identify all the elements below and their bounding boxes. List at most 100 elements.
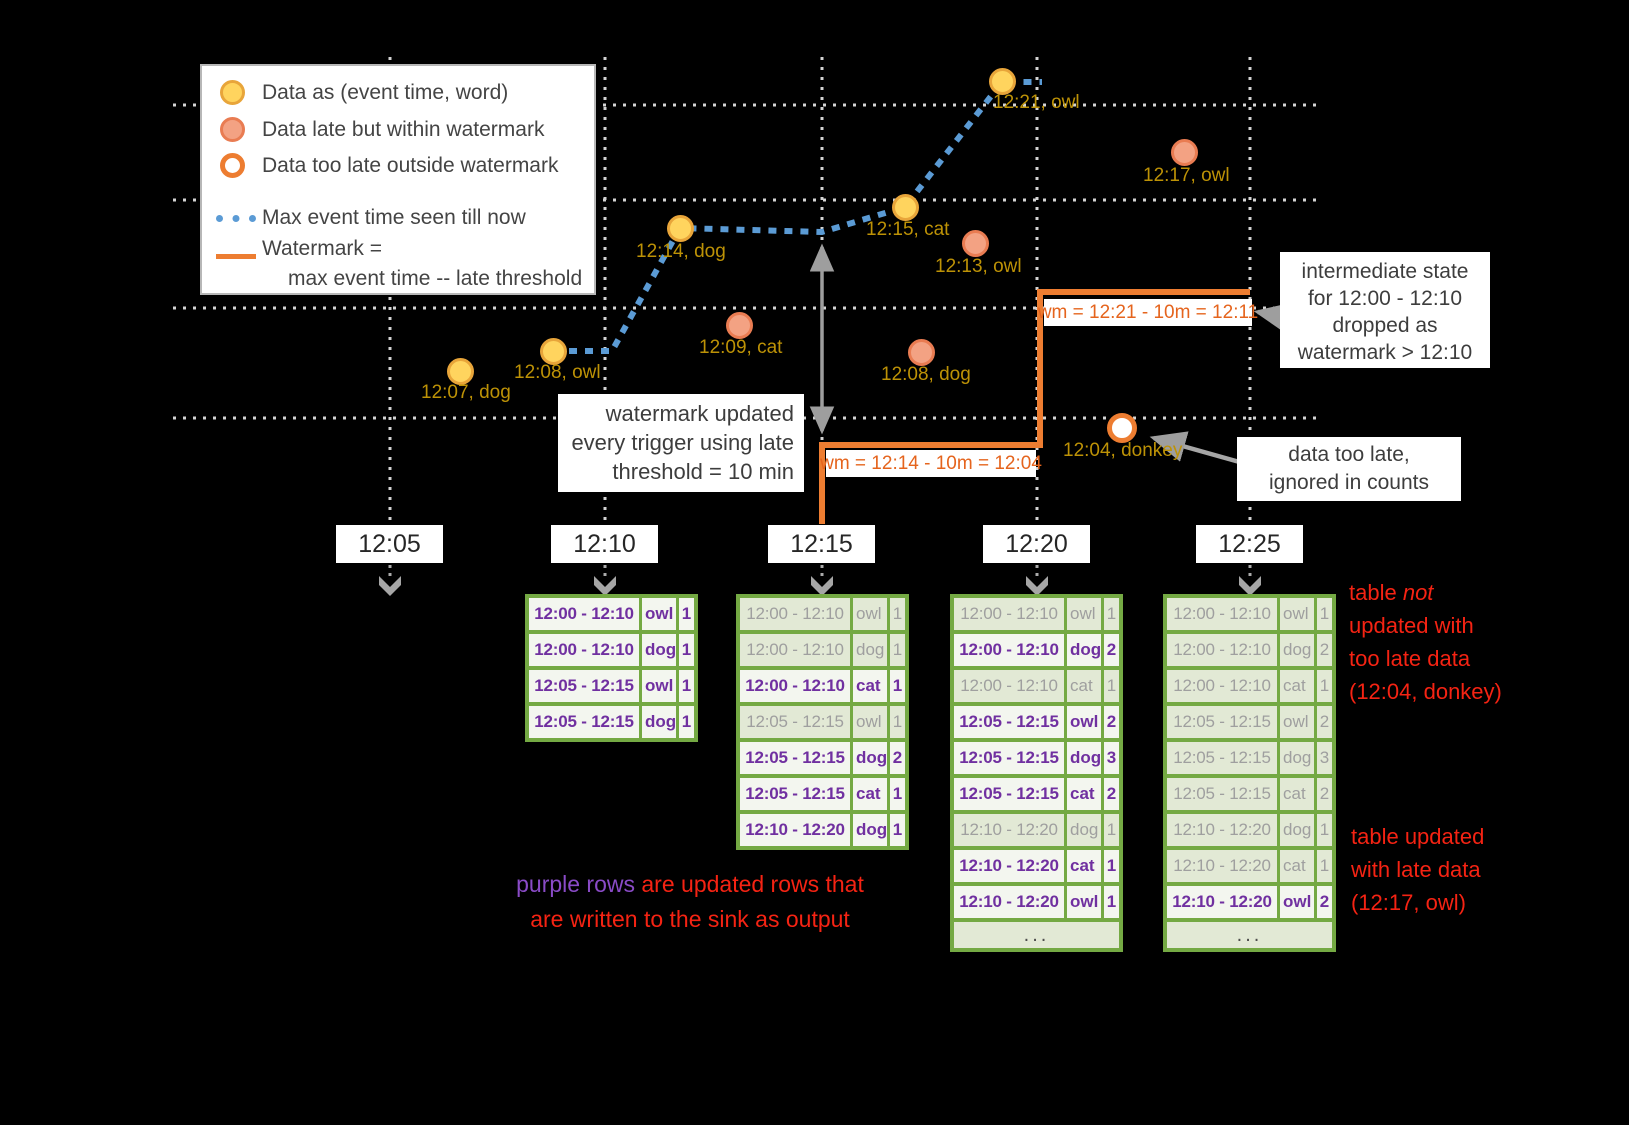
result-window-cell: 12:00 - 12:10 [1167, 670, 1277, 702]
result-window-cell: 12:05 - 12:15 [740, 706, 850, 738]
data-point [540, 338, 567, 365]
callout-line: for 12:00 - 12:10 [1307, 287, 1463, 310]
watermark-line [819, 289, 1250, 524]
result-window-cell: 12:05 - 12:15 [1167, 706, 1277, 738]
data-point-label: 12:13, owl [935, 256, 1022, 277]
result-count-cell: 1 [679, 706, 694, 738]
result-table-row: 12:00 - 12:10 dog 2 [1167, 634, 1332, 666]
result-table-row: 12:00 - 12:10 cat 1 [1167, 670, 1332, 702]
data-point-label: 12:15, cat [866, 219, 950, 240]
result-window-cell: 12:00 - 12:10 [740, 634, 850, 666]
result-word-cell: dog [1280, 742, 1314, 774]
table-ellipsis-row: ... [1167, 922, 1332, 948]
result-table-row: 12:10 - 12:20 cat 1 [954, 850, 1119, 882]
result-count-cell: 1 [1104, 598, 1119, 630]
legend-label: Watermark = [262, 237, 382, 260]
result-word-cell: owl [853, 598, 887, 630]
result-word-cell: cat [1067, 670, 1101, 702]
result-table-row: 12:10 - 12:20 cat 1 [1167, 850, 1332, 882]
result-table-row: 12:00 - 12:10 cat 1 [740, 670, 905, 702]
result-count-cell: 2 [890, 742, 905, 774]
result-count-cell: 1 [890, 598, 905, 630]
trigger-time-1210: 12:10 [551, 525, 658, 563]
result-word-cell: cat [1280, 670, 1314, 702]
result-window-cell: 12:10 - 12:20 [954, 850, 1064, 882]
result-window-cell: 12:05 - 12:15 [529, 670, 639, 702]
result-word-cell: owl [1067, 598, 1101, 630]
result-word-cell: dog [853, 634, 887, 666]
result-window-cell: 12:00 - 12:10 [740, 598, 850, 630]
result-table-row: 12:00 - 12:10 owl 1 [954, 598, 1119, 630]
result-count-cell: 1 [890, 778, 905, 810]
note-line: too late data [1349, 646, 1471, 671]
result-table-row: 12:05 - 12:15 cat 1 [740, 778, 905, 810]
trigger-arrowhead-icon [1239, 576, 1261, 596]
result-table-row: 12:05 - 12:15 dog 2 [740, 742, 905, 774]
result-word-cell: dog [642, 706, 676, 738]
result-window-cell: 12:10 - 12:20 [1167, 850, 1277, 882]
result-table-row: 12:00 - 12:10 owl 1 [740, 598, 905, 630]
result-window-cell: 12:05 - 12:15 [954, 706, 1064, 738]
data-point-label: 12:08, dog [881, 364, 971, 385]
legend-label: max event time -- late threshold [288, 267, 583, 290]
result-count-cell: 1 [890, 814, 905, 846]
data-point-label: 12:04, donkey [1063, 440, 1183, 461]
data-point [667, 215, 694, 242]
legend-label: Max event time seen till now [262, 206, 526, 229]
data-point-label: 12:08, owl [514, 362, 601, 383]
result-table-row: 12:05 - 12:15 owl 1 [740, 706, 905, 738]
result-table-row: 12:10 - 12:20 owl 2 [1167, 886, 1332, 918]
note-table-updated-late: table updated with late data (12:17, owl… [1351, 820, 1484, 919]
result-table-row: 12:05 - 12:15 owl 1 [529, 670, 694, 702]
result-word-cell: cat [853, 670, 887, 702]
result-table-row: 12:00 - 12:10 dog 2 [954, 634, 1119, 666]
result-count-cell: 2 [1104, 634, 1119, 666]
result-word-cell: cat [1067, 850, 1101, 882]
result-count-cell: 2 [1317, 778, 1332, 810]
result-count-cell: 1 [890, 634, 905, 666]
result-window-cell: 12:05 - 12:15 [529, 706, 639, 738]
result-count-cell: 2 [1317, 706, 1332, 738]
result-window-cell: 12:00 - 12:10 [954, 634, 1064, 666]
data-point-label: 12:09, cat [699, 337, 783, 358]
result-table-row: 12:00 - 12:10 dog 1 [740, 634, 905, 666]
result-table-row: 12:00 - 12:10 cat 1 [954, 670, 1119, 702]
table-ellipsis-row: ... [954, 922, 1119, 948]
result-window-cell: 12:05 - 12:15 [740, 778, 850, 810]
result-window-cell: 12:05 - 12:15 [954, 778, 1064, 810]
data-point [989, 68, 1016, 95]
result-table-1225: 12:00 - 12:10 owl 1 12:00 - 12:10 dog 2 12:00 … [1163, 594, 1336, 952]
max-event-time-line [553, 79, 1042, 354]
trigger-arrowhead-icon [379, 576, 401, 596]
result-window-cell: 12:00 - 12:10 [954, 598, 1064, 630]
too-late-arrow [1149, 431, 1244, 466]
result-table-row: 12:10 - 12:20 dog 1 [1167, 814, 1332, 846]
data-point [1107, 413, 1137, 443]
callout-line: every trigger using late [571, 430, 794, 455]
result-word-cell: owl [642, 670, 676, 702]
trigger-arrowhead-icon [1026, 576, 1048, 596]
result-word-cell: dog [853, 742, 887, 774]
result-count-cell: 2 [1104, 778, 1119, 810]
result-count-cell: 1 [679, 634, 694, 666]
note-line: are written to the sink as output [530, 906, 850, 932]
max-event-line-swatch-icon [216, 215, 256, 222]
result-word-cell: cat [1280, 850, 1314, 882]
note-line: table not [1349, 580, 1434, 605]
result-count-cell: 1 [1104, 850, 1119, 882]
result-table-row: 12:05 - 12:15 cat 2 [1167, 778, 1332, 810]
result-count-cell: 1 [890, 670, 905, 702]
result-table-row: 12:10 - 12:20 dog 1 [954, 814, 1119, 846]
data-point [892, 194, 919, 221]
result-table-row: 12:05 - 12:15 owl 2 [1167, 706, 1332, 738]
data-point [962, 230, 989, 257]
callout-intermediate-state: intermediate state for 12:00 - 12:10 dro… [1280, 252, 1490, 368]
result-count-cell: 3 [1317, 742, 1332, 774]
result-table-row: 12:00 - 12:10 owl 1 [529, 598, 694, 630]
result-word-cell: dog [642, 634, 676, 666]
result-window-cell: 12:05 - 12:15 [740, 742, 850, 774]
data-point [726, 312, 753, 339]
result-word-cell: dog [1067, 814, 1101, 846]
callout-line: intermediate state [1301, 260, 1469, 283]
